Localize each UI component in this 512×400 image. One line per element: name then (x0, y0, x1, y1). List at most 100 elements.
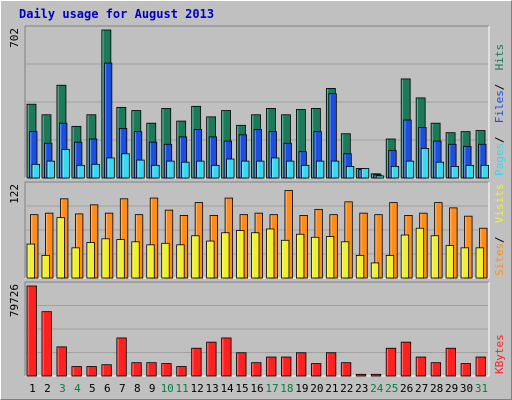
bar-visits-29-highlight (446, 246, 448, 278)
bar-visits-14-highlight (222, 233, 224, 278)
bar-files-3-highlight (60, 123, 62, 178)
day-label-1: 1 (29, 382, 36, 395)
legend-separator: / (493, 84, 506, 91)
bar-kbytes-1 (26, 285, 37, 377)
bar-visits-17 (266, 228, 275, 279)
bar-kbytes-26-highlight (401, 342, 403, 376)
bar-kbytes-10-highlight (162, 364, 164, 376)
bar-visits-20-highlight (311, 237, 314, 278)
bar-visits-8 (131, 241, 140, 279)
bar-kbytes-31-highlight (476, 357, 478, 376)
bar-pages-6-highlight (107, 158, 109, 178)
bar-hits-9-highlight (147, 123, 149, 178)
bar-visits-31 (475, 247, 484, 279)
bar-visits-23 (355, 254, 365, 279)
bar-visits-17-highlight (267, 229, 269, 278)
bar-pages-31 (480, 164, 489, 179)
bar-visits-18 (281, 239, 290, 279)
day-label-18: 18 (280, 382, 293, 395)
legend-sites: Sites (493, 243, 506, 276)
bar-visits-10-highlight (162, 243, 164, 278)
bar-pages-13-highlight (212, 165, 214, 178)
bar-kbytes-29 (445, 347, 456, 377)
scale-max-label-requests: 702 (8, 28, 21, 48)
bar-visits-9 (146, 244, 155, 279)
bar-visits-30-highlight (461, 248, 463, 278)
bar-hits-13-highlight (207, 117, 209, 178)
bar-hits-17-highlight (267, 109, 269, 178)
bar-pages-10-highlight (167, 161, 169, 178)
bar-hits-12-highlight (192, 106, 194, 178)
bar-pages-14 (226, 158, 235, 179)
bar-sites-30-highlight (465, 216, 467, 278)
bar-files-30-highlight (464, 146, 466, 178)
bar-hits-2-highlight (42, 115, 44, 178)
day-label-14: 14 (220, 382, 234, 395)
bar-visits-16 (251, 232, 260, 279)
day-label-21: 21 (325, 382, 338, 395)
bar-visits-11 (176, 244, 185, 279)
bar-sites-22-highlight (345, 202, 347, 278)
bar-visits-25-highlight (386, 255, 389, 278)
bar-sites-23-highlight (360, 213, 362, 278)
bar-files-1-highlight (30, 132, 32, 178)
bar-kbytes-12-highlight (192, 348, 194, 376)
bar-hits-30-highlight (461, 132, 463, 178)
day-label-3: 3 (59, 382, 66, 395)
bar-visits-5 (86, 242, 95, 279)
day-label-5: 5 (89, 382, 96, 395)
bar-files-12-highlight (194, 130, 196, 178)
bar-hits-16-highlight (252, 115, 254, 178)
bar-pages-15 (241, 160, 250, 179)
bar-sites-24-highlight (375, 215, 377, 278)
bar-files-15-highlight (239, 135, 241, 178)
legend-kbytes: KBytes (493, 334, 506, 374)
day-label-29: 29 (445, 382, 458, 395)
bar-kbytes-29-highlight (446, 348, 448, 376)
bar-kbytes-25 (385, 347, 397, 377)
bar-kbytes-1-highlight (27, 286, 29, 376)
bar-kbytes-19 (296, 352, 307, 377)
day-label-2: 2 (44, 382, 51, 395)
bar-visits-12 (191, 235, 200, 279)
bar-pages-21-highlight (331, 161, 334, 178)
bar-kbytes-8-highlight (132, 363, 134, 376)
bar-files-7-highlight (119, 129, 122, 178)
bar-files-20-highlight (314, 132, 316, 178)
bar-pages-6 (106, 157, 115, 179)
bar-visits-11-highlight (177, 245, 179, 278)
bar-visits-30 (460, 247, 469, 279)
day-label-11: 11 (176, 382, 189, 395)
bar-kbytes-30-highlight (461, 364, 463, 376)
bar-pages-24 (375, 175, 385, 179)
bar-sites-5-highlight (90, 205, 93, 278)
bar-visits-2-highlight (42, 255, 44, 278)
day-label-9: 9 (149, 382, 156, 395)
bar-hits-29-highlight (446, 133, 448, 178)
bar-pages-20-highlight (316, 161, 319, 178)
bar-kbytes-27-highlight (416, 357, 418, 376)
bar-pages-1-highlight (32, 164, 34, 178)
bar-pages-28-highlight (436, 162, 438, 178)
bar-visits-23-highlight (356, 255, 359, 278)
bar-pages-9 (151, 164, 160, 179)
legend-files: Files (493, 90, 506, 123)
bar-files-8-highlight (134, 132, 137, 178)
bar-hits-21-highlight (326, 88, 329, 178)
bar-pages-17-highlight (272, 158, 274, 178)
bar-files-31-highlight (479, 144, 481, 178)
bar-pages-27-highlight (421, 149, 423, 178)
bar-visits-1-highlight (27, 244, 29, 278)
bar-pages-17 (271, 157, 280, 179)
bar-pages-26 (405, 160, 415, 179)
bar-pages-21 (330, 160, 340, 179)
bar-kbytes-18-highlight (282, 357, 284, 376)
bar-files-17-highlight (269, 132, 271, 178)
day-label-6: 6 (104, 382, 111, 395)
bar-visits-24 (370, 262, 380, 279)
bar-kbytes-16 (251, 362, 262, 377)
bar-kbytes-14-highlight (222, 338, 224, 376)
bar-pages-22 (345, 166, 355, 179)
bar-pages-4 (76, 164, 85, 179)
bar-kbytes-25-highlight (386, 348, 389, 376)
